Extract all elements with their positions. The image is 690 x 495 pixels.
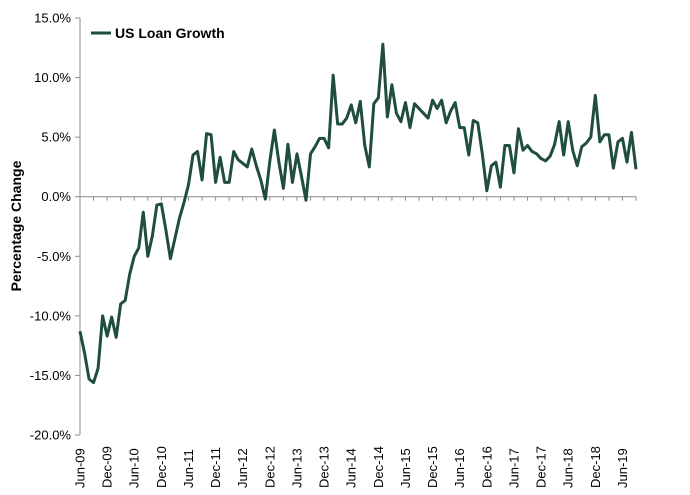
y-tick-label: -20.0% — [30, 428, 72, 443]
x-tick-label: Jun-11 — [181, 449, 196, 488]
x-tick-label: Dec-10 — [154, 446, 169, 488]
x-tick-label: Jun-09 — [73, 448, 88, 488]
y-axis-tick-labels: 15.0% 10.0% 5.0% 0.0% -5.0% -10.0% -15.0% -20.0… — [30, 11, 72, 443]
series-line-us-loan-growth — [78, 42, 638, 385]
x-tick-label: Jun-15 — [398, 448, 413, 488]
x-tick-label: Jun-16 — [452, 448, 467, 488]
x-tick-label: Jun-13 — [289, 448, 304, 488]
y-tick-label: 5.0% — [41, 130, 71, 145]
y-tick-label: -15.0% — [30, 368, 72, 383]
x-tick-label: Dec-13 — [317, 446, 332, 488]
x-tick-label: Dec-16 — [479, 446, 494, 488]
legend-label: US Loan Growth — [115, 25, 225, 41]
x-tick-label: Jun-14 — [344, 448, 359, 488]
y-tick-label: 0.0% — [41, 189, 71, 204]
axes — [75, 17, 637, 436]
y-tick-label: 10.0% — [34, 70, 71, 85]
x-tick-label: Dec-15 — [425, 446, 440, 488]
x-tick-label: Jun-17 — [506, 448, 521, 488]
x-tick-label: Dec-09 — [100, 446, 115, 488]
x-tick-label: Dec-17 — [534, 446, 549, 488]
x-tick-label: Jun-12 — [235, 448, 250, 488]
x-tick-label: Jun-19 — [615, 448, 630, 488]
y-tick-label: -10.0% — [30, 308, 72, 323]
y-axis-title: Percentage Change — [8, 160, 24, 291]
x-tick-label: Jun-10 — [127, 448, 142, 488]
x-tick-label: Dec-14 — [371, 446, 386, 488]
y-tick-label: 15.0% — [34, 11, 71, 26]
x-axis-tick-labels: Jun-09 Dec-09 Jun-10 Dec-10 Jun-11 Dec-11 Jun-… — [73, 446, 630, 488]
x-tick-label: Dec-18 — [588, 446, 603, 488]
legend: US Loan Growth — [91, 25, 225, 41]
y-tick-label: -5.0% — [37, 249, 71, 264]
x-tick-label: Jun-18 — [561, 448, 576, 488]
x-tick-label: Dec-11 — [208, 447, 223, 488]
x-tick-label: Dec-12 — [262, 446, 277, 488]
